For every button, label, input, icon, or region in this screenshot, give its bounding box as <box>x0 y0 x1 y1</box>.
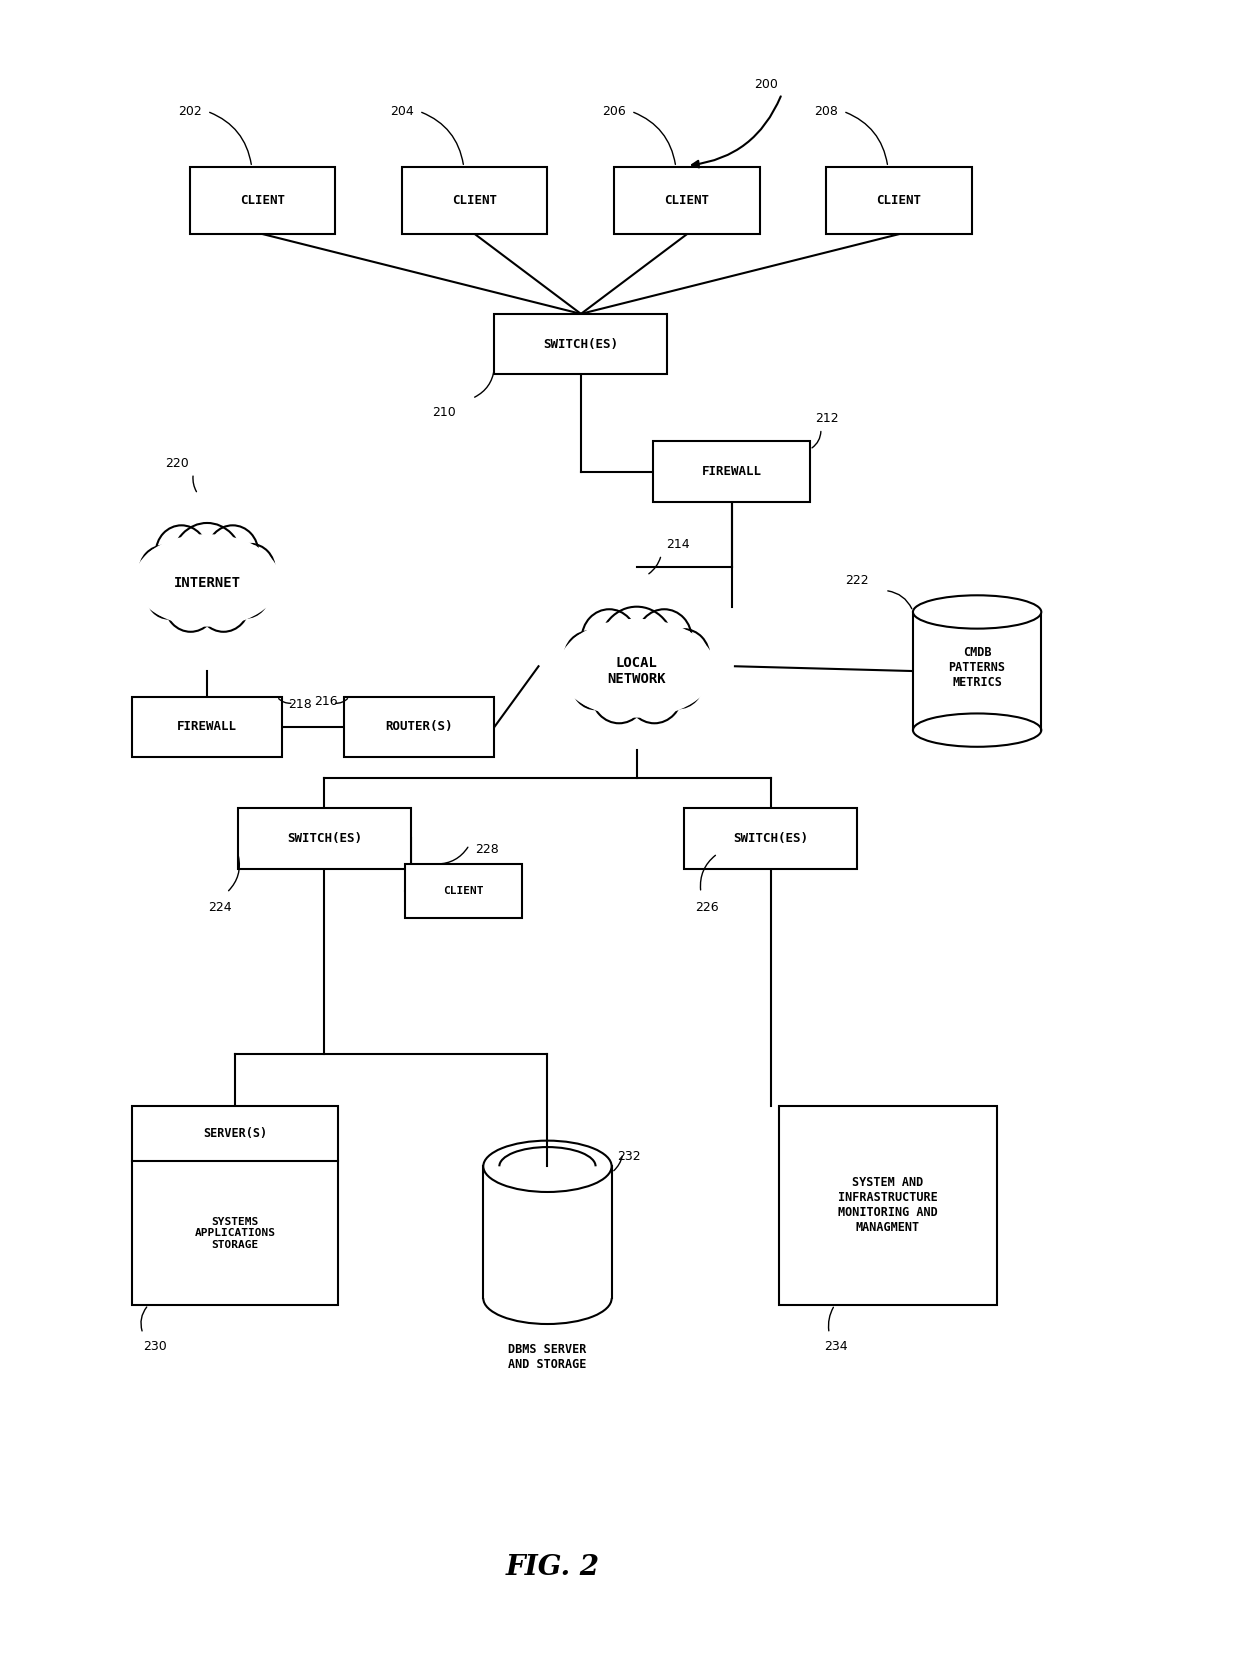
FancyBboxPatch shape <box>343 696 495 757</box>
Ellipse shape <box>652 654 703 708</box>
FancyBboxPatch shape <box>405 864 522 919</box>
Text: 232: 232 <box>618 1149 641 1163</box>
Ellipse shape <box>627 664 682 723</box>
Ellipse shape <box>165 576 216 631</box>
Ellipse shape <box>484 1141 611 1193</box>
Text: SERVER(S): SERVER(S) <box>203 1126 267 1139</box>
Text: CLIENT: CLIENT <box>453 194 497 208</box>
FancyBboxPatch shape <box>495 314 667 374</box>
Text: LOCAL
NETWORK: LOCAL NETWORK <box>608 656 666 686</box>
Text: 212: 212 <box>816 412 839 425</box>
Ellipse shape <box>599 606 675 686</box>
Text: DBMS SERVER
AND STORAGE: DBMS SERVER AND STORAGE <box>508 1344 587 1370</box>
Ellipse shape <box>198 576 249 631</box>
Text: SYSTEM AND
INFRASTRUCTURE
MONITORING AND
MANAGMENT: SYSTEM AND INFRASTRUCTURE MONITORING AND… <box>838 1176 937 1234</box>
Text: CLIENT: CLIENT <box>877 194 921 208</box>
Ellipse shape <box>558 620 715 718</box>
Ellipse shape <box>172 523 242 598</box>
FancyBboxPatch shape <box>402 168 548 234</box>
Ellipse shape <box>134 535 280 626</box>
Text: 216: 216 <box>315 694 339 708</box>
Text: 220: 220 <box>165 457 188 470</box>
FancyBboxPatch shape <box>615 168 759 234</box>
Text: FIG. 2: FIG. 2 <box>506 1553 600 1581</box>
Text: FIREWALL: FIREWALL <box>702 465 761 478</box>
Ellipse shape <box>564 631 615 686</box>
Text: CLIENT: CLIENT <box>444 885 484 895</box>
FancyBboxPatch shape <box>779 1106 997 1306</box>
Text: 222: 222 <box>844 575 868 588</box>
Ellipse shape <box>139 546 187 596</box>
Ellipse shape <box>222 566 269 618</box>
Text: 214: 214 <box>666 538 689 551</box>
FancyBboxPatch shape <box>684 809 857 869</box>
Ellipse shape <box>156 525 207 580</box>
Text: INTERNET: INTERNET <box>174 576 241 590</box>
Ellipse shape <box>572 659 619 709</box>
Text: 234: 234 <box>823 1340 847 1354</box>
Ellipse shape <box>146 571 191 618</box>
Ellipse shape <box>582 610 637 668</box>
Text: SYSTEMS
APPLICATIONS
STORAGE: SYSTEMS APPLICATIONS STORAGE <box>195 1216 275 1249</box>
Text: 228: 228 <box>475 844 498 855</box>
Ellipse shape <box>913 595 1042 628</box>
Text: 206: 206 <box>601 105 626 118</box>
Text: 208: 208 <box>813 105 837 118</box>
FancyBboxPatch shape <box>913 611 1042 731</box>
Ellipse shape <box>207 525 258 580</box>
Ellipse shape <box>591 664 646 723</box>
Text: CLIENT: CLIENT <box>665 194 709 208</box>
FancyBboxPatch shape <box>131 696 283 757</box>
Ellipse shape <box>658 630 709 684</box>
Text: 204: 204 <box>389 105 414 118</box>
Ellipse shape <box>637 610 692 668</box>
Text: SWITCH(ES): SWITCH(ES) <box>543 337 619 350</box>
Text: CLIENT: CLIENT <box>241 194 285 208</box>
Text: 210: 210 <box>432 407 455 419</box>
Text: 218: 218 <box>288 698 311 711</box>
Text: 230: 230 <box>143 1340 166 1354</box>
FancyBboxPatch shape <box>191 168 335 234</box>
Ellipse shape <box>913 714 1042 747</box>
Text: SWITCH(ES): SWITCH(ES) <box>733 832 808 845</box>
Text: FIREWALL: FIREWALL <box>177 721 237 734</box>
FancyBboxPatch shape <box>653 442 810 502</box>
Text: 226: 226 <box>696 900 719 914</box>
FancyBboxPatch shape <box>826 168 972 234</box>
Text: 200: 200 <box>754 78 777 91</box>
FancyBboxPatch shape <box>238 809 410 869</box>
Ellipse shape <box>227 543 275 595</box>
Text: CMDB
PATTERNS
METRICS: CMDB PATTERNS METRICS <box>949 646 1006 689</box>
Text: ROUTER(S): ROUTER(S) <box>386 721 453 734</box>
Text: 224: 224 <box>208 900 232 914</box>
FancyBboxPatch shape <box>484 1166 611 1299</box>
Text: SWITCH(ES): SWITCH(ES) <box>286 832 362 845</box>
Text: 202: 202 <box>177 105 201 118</box>
FancyBboxPatch shape <box>131 1106 339 1306</box>
